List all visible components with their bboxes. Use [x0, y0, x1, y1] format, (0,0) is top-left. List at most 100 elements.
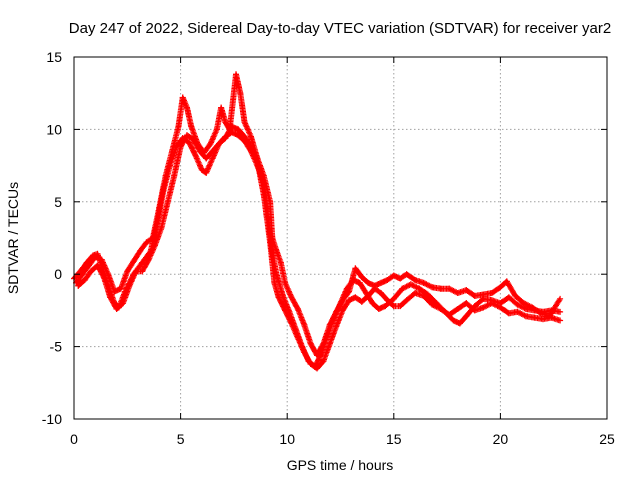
data-point	[237, 90, 244, 97]
data-point	[346, 288, 353, 295]
data-point	[171, 172, 178, 179]
series-SDTVAR	[71, 129, 564, 370]
data-point	[117, 285, 124, 292]
data-point	[454, 290, 461, 297]
data-point	[557, 295, 564, 302]
data-point	[412, 290, 419, 297]
y-tick-label: 5	[54, 194, 62, 210]
data-point	[247, 143, 254, 150]
data-point	[369, 300, 376, 307]
data-point	[505, 310, 512, 317]
data-point	[260, 172, 267, 179]
data-point	[92, 253, 99, 260]
data-point	[397, 275, 404, 282]
data-point	[94, 262, 101, 269]
data-point	[420, 279, 427, 286]
data-point	[429, 284, 436, 291]
data-point	[196, 148, 203, 155]
data-point	[222, 135, 229, 142]
data-point	[412, 276, 419, 283]
data-point	[378, 279, 385, 286]
data-point	[529, 304, 536, 311]
data-point	[557, 308, 564, 315]
data-point	[320, 358, 327, 365]
data-point	[446, 285, 453, 292]
data-point	[107, 294, 114, 301]
data-point	[179, 94, 186, 101]
data-point	[190, 136, 197, 143]
series-trace-markers	[73, 71, 563, 359]
data-point	[522, 313, 529, 320]
data-point	[267, 239, 274, 246]
data-point	[209, 155, 216, 162]
data-point	[241, 119, 248, 126]
data-point	[548, 314, 555, 321]
data-point	[390, 272, 397, 279]
data-point	[339, 297, 346, 304]
data-series	[71, 71, 564, 372]
data-point	[514, 301, 521, 308]
data-point	[399, 285, 406, 292]
data-point	[192, 152, 199, 159]
data-point	[371, 285, 378, 292]
data-point	[365, 292, 372, 299]
data-point	[333, 308, 340, 315]
data-point	[164, 198, 171, 205]
data-point	[139, 268, 146, 275]
x-tick-label: 25	[599, 431, 615, 447]
data-point	[497, 284, 504, 291]
data-point	[346, 297, 353, 304]
data-point	[233, 71, 240, 78]
data-point	[375, 305, 382, 312]
data-point	[320, 340, 327, 347]
data-point	[75, 282, 82, 289]
data-point	[456, 320, 463, 327]
x-tick-label: 15	[386, 431, 402, 447]
data-point	[81, 276, 88, 283]
data-point	[241, 133, 248, 140]
data-point	[463, 287, 470, 294]
data-point	[333, 323, 340, 330]
data-point	[326, 340, 333, 347]
data-point	[111, 288, 118, 295]
series-SDTVAR-lower	[75, 123, 564, 372]
data-point	[175, 123, 182, 130]
data-point	[339, 307, 346, 314]
data-point	[480, 304, 487, 311]
plot-frame	[73, 56, 608, 420]
data-point	[222, 119, 229, 126]
data-point	[454, 305, 461, 312]
data-point	[207, 140, 214, 147]
data-point	[282, 279, 289, 286]
data-point	[143, 239, 150, 246]
data-point	[271, 279, 278, 286]
data-point	[152, 242, 159, 249]
y-tick-label: 0	[54, 266, 62, 282]
x-axis-label: GPS time / hours	[287, 457, 394, 473]
data-point	[450, 317, 457, 324]
x-tick-label: 20	[493, 431, 509, 447]
data-point	[124, 268, 131, 275]
data-point	[537, 310, 544, 317]
data-point	[209, 148, 216, 155]
data-point	[520, 300, 527, 307]
data-point	[352, 294, 359, 301]
data-point	[514, 308, 521, 315]
data-point	[100, 274, 107, 281]
y-tick-label: 10	[46, 121, 62, 137]
data-point	[403, 297, 410, 304]
data-point	[488, 300, 495, 307]
data-point	[471, 292, 478, 299]
data-point	[429, 301, 436, 308]
data-point	[358, 274, 365, 281]
data-point	[446, 311, 453, 318]
data-point	[235, 126, 242, 133]
data-point	[186, 139, 193, 146]
data-point	[88, 268, 95, 275]
y-axis-label: SDTVAR / TECUs	[5, 182, 21, 294]
data-point	[156, 204, 163, 211]
x-tick-label: 0	[70, 431, 78, 447]
data-point	[267, 198, 274, 205]
data-point	[254, 158, 261, 165]
data-point	[79, 271, 86, 278]
